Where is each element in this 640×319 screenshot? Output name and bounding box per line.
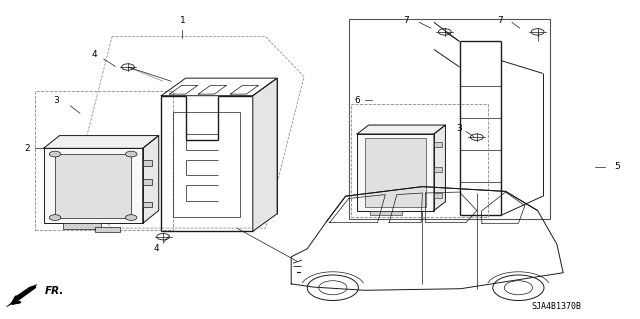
Bar — [349, 19, 550, 219]
Polygon shape — [6, 285, 37, 307]
Text: 7: 7 — [498, 16, 503, 25]
Text: 5: 5 — [615, 162, 620, 171]
Text: 3: 3 — [53, 96, 58, 105]
Bar — [351, 104, 488, 217]
Polygon shape — [357, 125, 445, 134]
Bar — [63, 223, 101, 229]
Bar — [434, 167, 442, 172]
Polygon shape — [44, 136, 159, 148]
Bar — [357, 134, 434, 211]
Text: 1: 1 — [180, 16, 185, 25]
Bar — [434, 193, 442, 198]
Bar — [44, 148, 143, 223]
Text: 4: 4 — [154, 244, 159, 253]
Bar — [55, 154, 131, 218]
Bar — [143, 160, 152, 166]
Circle shape — [49, 151, 61, 157]
Bar — [95, 227, 120, 232]
Circle shape — [125, 215, 137, 220]
Polygon shape — [143, 136, 159, 223]
Text: 3: 3 — [457, 124, 462, 133]
Polygon shape — [434, 125, 445, 211]
Bar — [35, 91, 173, 230]
Bar — [365, 138, 426, 207]
Polygon shape — [253, 78, 277, 231]
Bar — [143, 202, 152, 207]
Circle shape — [49, 215, 61, 220]
Text: SJA4B1370B: SJA4B1370B — [532, 302, 582, 311]
Bar — [370, 211, 402, 215]
Text: 6: 6 — [355, 96, 360, 105]
Text: 7: 7 — [404, 16, 409, 25]
Bar — [434, 142, 442, 147]
Text: FR.: FR. — [45, 286, 64, 296]
Bar — [143, 179, 152, 185]
Text: 4: 4 — [92, 50, 97, 59]
Circle shape — [125, 151, 137, 157]
Text: 2: 2 — [24, 144, 29, 153]
